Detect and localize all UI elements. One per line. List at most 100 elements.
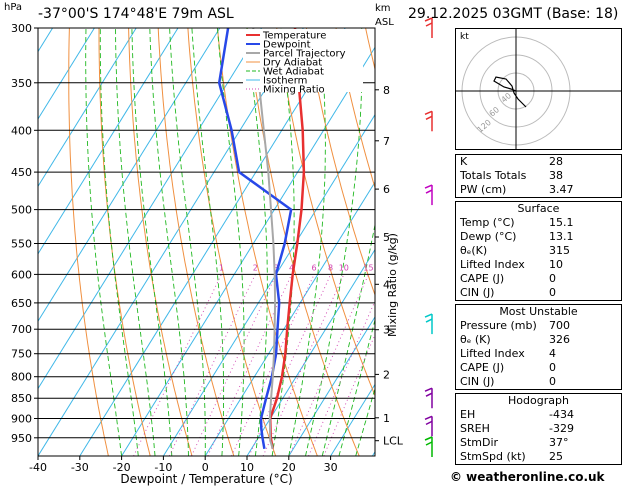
wind-barb-flag xyxy=(425,392,433,397)
surface-label: Dewp (°C) xyxy=(460,230,517,243)
mixing-ratio-label: 3 xyxy=(274,263,279,272)
surface-row: θₑ(K) 315 xyxy=(456,244,621,258)
pressure-tick-label: 950 xyxy=(11,432,32,445)
pressure-tick-label: 650 xyxy=(11,297,32,310)
temperature-tick-label: -10 xyxy=(154,461,172,474)
mu-label: CAPE (J) xyxy=(460,361,505,374)
mu-label: Pressure (mb) xyxy=(460,319,537,332)
mixing-ratio-line xyxy=(133,274,222,456)
temperature-tick-label: -40 xyxy=(29,461,47,474)
surface-label: Temp (°C) xyxy=(460,216,515,229)
surface-value: 0 xyxy=(549,286,556,299)
mixing-ratio-label: 10 xyxy=(339,263,349,272)
legend-label: Temperature xyxy=(262,31,326,42)
mu-row: Pressure (mb) 700 xyxy=(456,319,621,333)
hodo-row: SREH -329 xyxy=(456,422,621,436)
height-axis-unit: km ASL xyxy=(375,2,394,30)
hodo-value: -329 xyxy=(549,422,574,435)
wind-barb-flag xyxy=(424,436,433,441)
wind-barb-flag xyxy=(424,415,433,421)
hodo-value: 25 xyxy=(549,450,563,463)
wind-barb-flag xyxy=(425,115,433,120)
legend-label: Isotherm xyxy=(263,76,307,87)
wet-adiabat-line xyxy=(85,28,123,456)
isotherm-line xyxy=(38,28,137,188)
series-parcel-trajectory xyxy=(252,28,277,450)
mixing-ratio-label: 2 xyxy=(253,263,258,272)
wind-barb-flag xyxy=(424,17,433,22)
wind-barb-flag xyxy=(425,420,433,426)
temperature-tick-label: 20 xyxy=(282,461,296,474)
hodograph-svg: kt 40 60 120 xyxy=(456,29,621,149)
pressure-tick-label: 300 xyxy=(11,22,32,35)
location-title: -37°00'S 174°48'E 79m ASL xyxy=(38,6,234,22)
wind-barb-flag xyxy=(425,22,433,27)
hodo-label: StmDir xyxy=(460,436,499,449)
wind-barb-flag xyxy=(425,189,433,194)
surface-value: 13.1 xyxy=(549,230,574,243)
temperature-tick-label: 10 xyxy=(240,461,254,474)
hodo-label: StmSpd (kt) xyxy=(460,450,526,463)
index-row: K 28 xyxy=(456,155,621,169)
isotherm-line xyxy=(38,28,179,255)
mixing-ratio-label: 8 xyxy=(328,263,333,272)
mu-row: Lifted Index 4 xyxy=(456,347,621,361)
most-unstable-title: Most Unstable xyxy=(499,305,578,318)
height-tick-label: 3 xyxy=(383,324,390,337)
index-label: K xyxy=(460,155,468,168)
isotherm-line xyxy=(38,28,221,323)
pressure-tick-label: 700 xyxy=(11,323,32,336)
wet-adiabat-line xyxy=(149,28,189,456)
isotherm-line xyxy=(204,181,375,456)
surface-label: θₑ(K) xyxy=(460,244,488,257)
mixing-ratio-axis-label: Mixing Ratio (g/kg) xyxy=(386,233,399,337)
wet-adiabat-line xyxy=(191,28,225,456)
height-unit-asl: ASL xyxy=(375,17,394,28)
mu-label: Lifted Index xyxy=(460,347,525,360)
wind-barb-flag xyxy=(424,387,433,392)
isotherm-line xyxy=(162,113,375,456)
legend-box xyxy=(243,29,363,92)
hodo-label: EH xyxy=(460,408,476,421)
isotherm-line xyxy=(288,316,375,456)
temperature-tick-label: -30 xyxy=(71,461,89,474)
mixing-ratio-line xyxy=(168,274,256,456)
surface-row: Dewp (°C) 13.1 xyxy=(456,230,621,244)
hodograph-panel: kt 40 60 120 xyxy=(455,28,622,150)
surface-title: Surface xyxy=(517,202,560,215)
mixing-ratio-label: 4 xyxy=(289,263,294,272)
legend-label: Parcel Trajectory xyxy=(263,49,346,60)
isotherm-line xyxy=(38,28,95,120)
surface-row: Lifted Index 10 xyxy=(456,258,621,272)
height-tick-label: 7 xyxy=(383,135,390,148)
surface-value: 315 xyxy=(549,244,570,257)
height-tick-label: 5 xyxy=(383,231,390,244)
surface-label: CAPE (J) xyxy=(460,272,505,285)
index-row: Totals Totals 38 xyxy=(456,169,621,183)
legend-label: Dry Adiabat xyxy=(263,58,322,69)
index-label: PW (cm) xyxy=(460,183,507,196)
index-value: 3.47 xyxy=(549,183,574,196)
height-tick-label: 6 xyxy=(383,183,390,196)
hodo-ring-label: 60 xyxy=(488,105,502,118)
index-value: 38 xyxy=(549,169,563,182)
hodograph-title: Hodograph xyxy=(508,394,569,407)
isotherm-line xyxy=(38,28,304,456)
surface-row: CAPE (J) 0 xyxy=(456,272,621,286)
wind-barb-flag xyxy=(424,110,433,115)
mu-value: 0 xyxy=(549,361,556,374)
mixing-ratio-label: 15 xyxy=(363,263,373,272)
temperature-tick-label: 0 xyxy=(202,461,209,474)
wind-barb-flag xyxy=(425,441,433,446)
pressure-tick-label: 800 xyxy=(11,371,32,384)
mu-row: θₑ (K) 326 xyxy=(456,333,621,347)
hodo-trace xyxy=(493,76,527,108)
index-label: Totals Totals xyxy=(460,169,527,182)
hodo-row: EH -434 xyxy=(456,408,621,422)
surface-panel: Surface Temp (°C) 15.1 Dewp (°C) 13.1 θₑ(K… xyxy=(455,201,622,301)
pressure-axis-unit: hPa xyxy=(4,2,23,13)
surface-label: CIN (J) xyxy=(460,286,495,299)
mixing-ratio-label: 6 xyxy=(312,263,317,272)
mu-label: CIN (J) xyxy=(460,375,495,388)
